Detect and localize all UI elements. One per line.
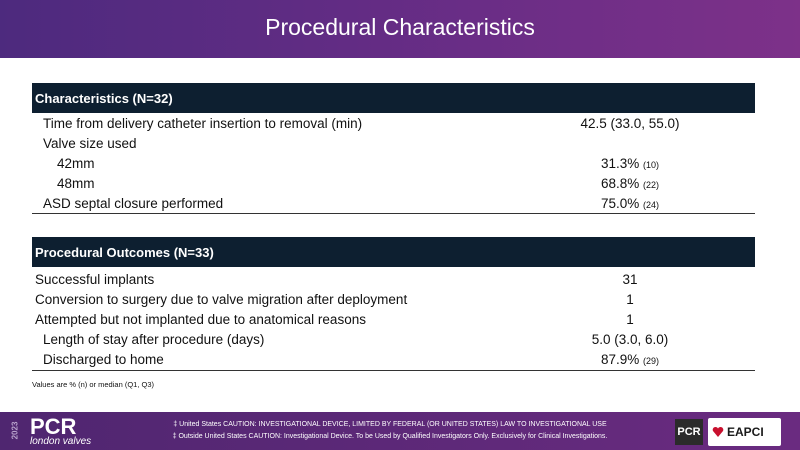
slide-title: Procedural Characteristics bbox=[265, 14, 535, 40]
row-value: 87.9% bbox=[600, 352, 640, 367]
table-row: Conversion to surgery due to valve migra… bbox=[32, 290, 755, 310]
row-count: (24) bbox=[643, 200, 660, 210]
footnote: Values are % (n) or median (Q1, Q3) bbox=[32, 380, 154, 389]
row-value: 1 bbox=[626, 312, 634, 327]
table-row: 42mm 31.3% (10) bbox=[32, 154, 755, 174]
row-label: 42mm bbox=[57, 156, 95, 171]
table-row: 48mm 68.8% (22) bbox=[32, 174, 755, 194]
heart-icon bbox=[712, 426, 724, 437]
row-value: 1 bbox=[626, 292, 634, 307]
year: 2023 bbox=[10, 421, 20, 440]
brand: PCR bbox=[30, 414, 77, 439]
table-heading-bar: Characteristics (N=32) bbox=[32, 83, 755, 113]
subbrand: london valves bbox=[30, 436, 92, 447]
row-value-cell: 1 bbox=[530, 312, 730, 327]
table-row: Valve size used bbox=[32, 134, 755, 154]
row-label: Conversion to surgery due to valve migra… bbox=[35, 292, 408, 307]
row-label: Length of stay after procedure (days) bbox=[43, 332, 265, 347]
row-label: Valve size used bbox=[43, 136, 137, 151]
row-value-cell: 5.0 (3.0, 6.0) bbox=[530, 332, 730, 347]
row-value: 75.0% bbox=[600, 196, 640, 211]
logo-box: EAPCI bbox=[708, 418, 781, 446]
row-value: 42.5 (33.0, 55.0) bbox=[580, 116, 680, 131]
table-row: Attempted but not implanted due to anato… bbox=[32, 310, 755, 330]
row-value: 68.8% bbox=[600, 176, 640, 191]
table-heading-bar: Procedural Outcomes (N=33) bbox=[32, 237, 755, 267]
row-count: (22) bbox=[643, 180, 660, 190]
row-value-cell: 87.9% (29) bbox=[530, 352, 730, 367]
row-value: 5.0 (3.0, 6.0) bbox=[591, 332, 669, 347]
footer-bar: 2023 PCR london valves ‡ United States C… bbox=[0, 412, 800, 450]
row-value-cell: 1 bbox=[530, 292, 730, 307]
row-label: Attempted but not implanted due to anato… bbox=[35, 312, 366, 327]
row-label: Successful implants bbox=[35, 272, 155, 287]
row-value-cell: 31.3% (10) bbox=[530, 156, 730, 171]
table-heading: Procedural Outcomes (N=33) bbox=[35, 245, 214, 260]
row-value-cell: 42.5 (33.0, 55.0) bbox=[530, 116, 730, 131]
row-count: (29) bbox=[643, 356, 660, 366]
row-value: 31 bbox=[622, 272, 638, 287]
row-count: (10) bbox=[643, 160, 660, 170]
row-label: Discharged to home bbox=[43, 352, 164, 367]
row-value: 31.3% bbox=[600, 156, 640, 171]
table-row: Discharged to home 87.9% (29) bbox=[32, 350, 755, 370]
row-label: Time from delivery catheter insertion to… bbox=[43, 116, 363, 131]
table-rule bbox=[32, 213, 755, 214]
logo: PCR bbox=[675, 419, 703, 445]
row-value-cell: 31 bbox=[530, 272, 730, 287]
header-bar: Procedural Characteristics bbox=[0, 0, 800, 58]
table-rule bbox=[32, 370, 755, 371]
row-value-cell: 68.8% (22) bbox=[530, 176, 730, 191]
caution-line: ‡ Outside United States CAUTION: Investi… bbox=[172, 433, 608, 440]
table-row: Length of stay after procedure (days) 5.0… bbox=[32, 330, 755, 350]
table-row: ASD septal closure performed 75.0% (24) bbox=[32, 194, 755, 214]
row-label: 48mm bbox=[57, 176, 95, 191]
table-heading: Characteristics (N=32) bbox=[35, 91, 173, 106]
table-row: Successful implants 31 bbox=[32, 270, 755, 290]
logo: EAPCI bbox=[727, 425, 764, 439]
row-value-cell: 75.0% (24) bbox=[530, 196, 730, 211]
table-row: Time from delivery catheter insertion to… bbox=[32, 114, 755, 134]
row-label: ASD septal closure performed bbox=[43, 196, 224, 211]
caution-line: ‡ United States CAUTION: INVESTIGATIONAL… bbox=[173, 421, 607, 428]
